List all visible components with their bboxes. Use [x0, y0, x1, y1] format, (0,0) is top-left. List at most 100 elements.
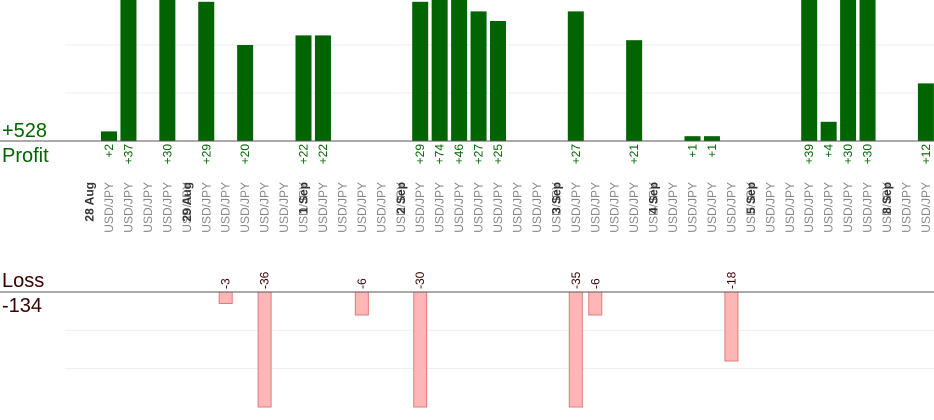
- category-label: USD/JPY: [549, 182, 563, 233]
- profit-value-label: +39: [802, 144, 816, 165]
- date-label: 1 Sep: [297, 182, 311, 214]
- category-label: USD/JPY: [569, 182, 583, 233]
- profit-value-label: +46: [452, 144, 466, 165]
- profit-bar: [412, 1, 429, 141]
- profit-bar: [159, 0, 176, 141]
- loss-bar: [413, 291, 428, 408]
- category-label: USD/JPY: [822, 182, 836, 233]
- category-label: USD/JPY: [744, 182, 758, 233]
- profit-value-label: +29: [199, 144, 213, 165]
- profit-value-label: +27: [569, 144, 583, 165]
- profit-label: Profit: [2, 145, 49, 167]
- category-label: USD/JPY: [608, 182, 622, 233]
- profit-bar: [470, 11, 487, 142]
- date-label: 5 Sep: [744, 182, 758, 214]
- category-label: USD/JPY: [510, 182, 524, 233]
- category-label: USD/JPY: [394, 182, 408, 233]
- date-label: 4 Sep: [647, 182, 661, 214]
- category-label: USD/JPY: [491, 182, 505, 233]
- date-label: 2 Sep: [394, 182, 408, 214]
- profit-bar: [490, 21, 506, 141]
- profit-value-label: +1: [705, 144, 719, 158]
- category-label: USD/JPY: [763, 182, 777, 233]
- axes: [0, 140, 934, 293]
- profit-bar: [859, 0, 876, 141]
- loss-value-label: -36: [258, 271, 272, 289]
- profit-total: +528: [2, 120, 48, 142]
- loss-value-label: -6: [355, 278, 369, 289]
- category-label: USD/JPY: [686, 182, 700, 233]
- loss-bar: [568, 291, 583, 408]
- category-label: USD/JPY: [783, 182, 797, 233]
- profit-value-label: +20: [238, 144, 252, 165]
- loss-label: Loss: [2, 270, 45, 292]
- category-label: USD/JPY: [121, 182, 135, 233]
- category-label: USD/JPY: [238, 182, 252, 233]
- category-label: USD/JPY: [433, 182, 447, 233]
- category-label: USD/JPY: [802, 182, 816, 233]
- profit-bar: [120, 0, 137, 141]
- loss-bar: [724, 291, 739, 362]
- profit-value-label: +37: [121, 144, 135, 165]
- profit-value-label: +21: [627, 144, 641, 165]
- category-label: USD/JPY: [530, 182, 544, 233]
- profit-value-label: +2: [102, 144, 116, 158]
- loss-value-label: -30: [413, 271, 427, 289]
- profit-bar: [101, 131, 117, 141]
- profit-value-label: +1: [686, 144, 700, 158]
- category-label: USD/JPY: [277, 182, 291, 233]
- date-label: 8 Sep: [880, 182, 894, 214]
- profit-bar: [703, 136, 720, 141]
- profit-bar: [567, 11, 584, 142]
- category-label: USD/JPY: [141, 182, 155, 233]
- category-label: USD/JPY: [919, 182, 933, 233]
- category-label: USD/JPY: [588, 182, 602, 233]
- category-label: USD/JPY: [335, 182, 349, 233]
- category-label: USD/JPY: [861, 182, 875, 233]
- profit-value-label: +30: [841, 144, 855, 165]
- category-label: USD/JPY: [452, 182, 466, 233]
- loss-value-label: -18: [724, 271, 738, 289]
- profit-bar: [295, 35, 312, 141]
- category-label: USD/JPY: [258, 182, 272, 233]
- profit-value-label: +74: [433, 144, 447, 165]
- profit-value-label: +4: [822, 144, 836, 158]
- loss-value-label: -35: [569, 271, 583, 289]
- category-label: USD/JPY: [374, 182, 388, 233]
- category-label: USD/JPY: [705, 182, 719, 233]
- category-label: USD/JPY: [899, 182, 913, 233]
- loss-bar: [588, 291, 603, 316]
- profit-value-label: +29: [413, 144, 427, 165]
- category-label: USD/JPY: [355, 182, 369, 233]
- date-label: 3 Sep: [549, 182, 563, 214]
- loss-bar: [354, 291, 369, 316]
- profit-value-label: +25: [491, 144, 505, 165]
- category-label: USD/JPY: [666, 182, 680, 233]
- category-label: USD/JPY: [219, 182, 233, 233]
- category-labels: USD/JPY USD/JPY USD/JPY USD/JPY USD/JPY USD/J…: [83, 182, 933, 233]
- category-label: USD/JPY: [160, 182, 174, 233]
- profit-value-label: +27: [472, 144, 486, 165]
- category-label: USD/JPY: [297, 182, 311, 233]
- profit-bar: [237, 45, 254, 141]
- profit-bar: [626, 40, 643, 142]
- category-label: USD/JPY: [102, 182, 116, 233]
- loss-total: -134: [2, 295, 43, 317]
- category-label: USD/JPY: [647, 182, 661, 233]
- profit-value-label: +22: [297, 144, 311, 165]
- loss-bar: [218, 291, 233, 304]
- category-label: USD/JPY: [199, 182, 213, 233]
- category-label: USD/JPY: [413, 182, 427, 233]
- category-label: USD/JPY: [880, 182, 894, 233]
- category-label: USD/JPY: [472, 182, 486, 233]
- profit-bar: [431, 0, 448, 141]
- profit-bar: [198, 1, 215, 141]
- loss-bar: [257, 291, 272, 408]
- profit-bar: [684, 136, 701, 141]
- profit-bar: [451, 0, 468, 141]
- loss-value-label: -3: [219, 278, 233, 289]
- profit-value-label: +22: [316, 144, 330, 165]
- loss-value-label: -6: [588, 278, 602, 289]
- profit-bar: [840, 0, 857, 141]
